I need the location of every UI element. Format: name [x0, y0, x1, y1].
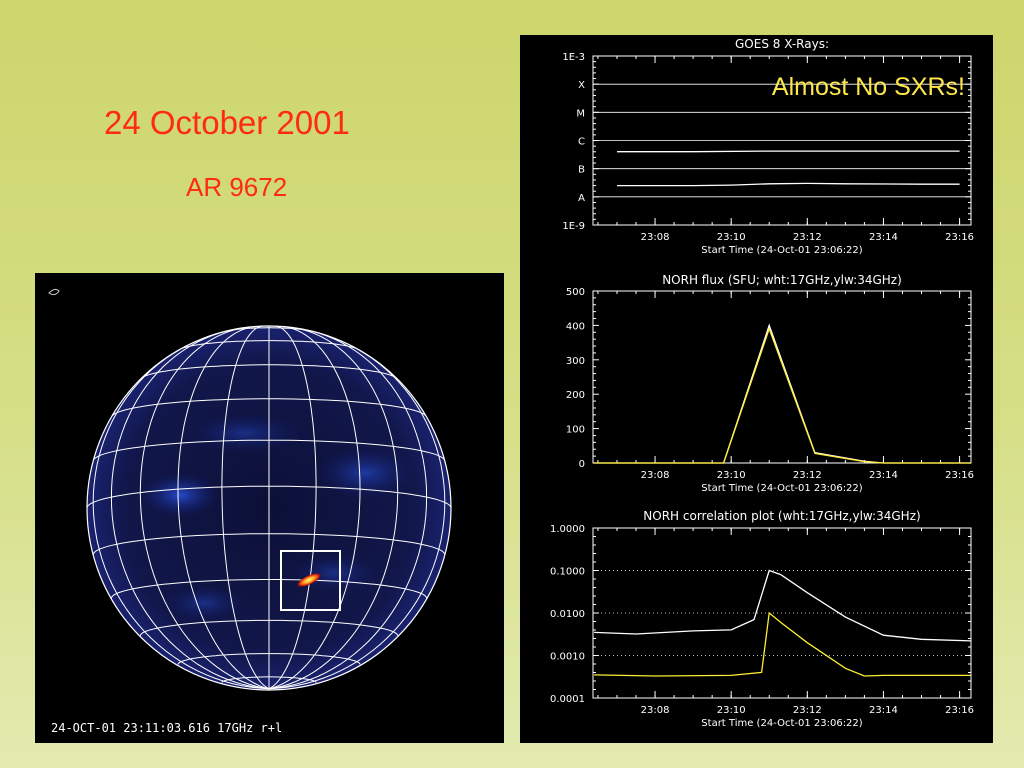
chart-2: NORH flux (SFU; wht:17GHz,ylw:34GHz) 0 100… [566, 273, 974, 494]
parallel-line [221, 676, 317, 683]
x-tick-label: 23:12 [793, 470, 822, 481]
meridian-line [268, 330, 428, 690]
meridian-line [268, 326, 361, 690]
x-axis-label: Start Time (24-Oct-01 23:06:22) [701, 483, 862, 494]
series-line [594, 611, 971, 677]
parallel-line [110, 579, 428, 599]
y-tick-label: 0.0001 [550, 694, 585, 705]
light-curves-svg: GOES 8 X-Rays: 1E-3 X M C B A 1E-9 23:08 23:10 23:… [550, 37, 974, 729]
y-tick-label: 1E-3 [562, 52, 585, 63]
parallel-line [87, 485, 451, 509]
heliographic-grid [87, 326, 451, 690]
sun-map [48, 288, 452, 691]
meridian-line [268, 327, 399, 690]
parallel-line [111, 398, 427, 417]
y-tick-label: M [576, 108, 585, 119]
chart-title: GOES 8 X-Rays: [735, 37, 829, 51]
y-tick-label: 500 [566, 287, 585, 298]
y-tick-label: 200 [566, 390, 585, 401]
parallel-line [139, 619, 399, 636]
x-tick-label: 23:12 [793, 705, 822, 716]
slide-title: 24 October 2001 [104, 104, 350, 141]
meridian-line [139, 327, 270, 690]
x-tick-label: 23:14 [869, 232, 898, 243]
parallel-line [141, 364, 397, 379]
flare-source [296, 572, 322, 588]
y-tick-label: 0.0010 [550, 652, 585, 663]
image-caption: 24-OCT-01 23:11:03.616 17GHz r+l [51, 721, 283, 735]
meridian-line [110, 330, 270, 690]
meridian-line [268, 326, 317, 690]
series-line [594, 323, 971, 464]
x-tick-label: 23:10 [717, 232, 746, 243]
x-tick-label: 23:14 [869, 705, 898, 716]
parallel-line [92, 533, 446, 555]
parallel-line [92, 439, 446, 461]
x-axis-label: Start Time (24-Oct-01 23:06:22) [701, 245, 862, 256]
x-tick-label: 23:08 [641, 470, 670, 481]
chart-3: NORH correlation plot (wht:17GHz,ylw:34G… [550, 509, 974, 729]
chart-1: GOES 8 X-Rays: 1E-3 X M C B A 1E-9 23:08 23:10 23:… [562, 37, 974, 256]
x-tick-label: 23:08 [641, 705, 670, 716]
chart-title: NORH flux (SFU; wht:17GHz,ylw:34GHz) [662, 273, 902, 287]
region-box [280, 550, 341, 611]
meridian-line [92, 343, 270, 690]
x-tick-label: 23:16 [945, 470, 974, 481]
chart-title: NORH correlation plot (wht:17GHz,ylw:34G… [643, 509, 920, 523]
meridian-line [268, 343, 446, 690]
y-tick-label: 0.1000 [550, 567, 585, 578]
plot-frame [592, 290, 972, 464]
slide-subtitle: AR 9672 [186, 172, 288, 202]
y-tick-label: C [578, 137, 585, 148]
y-tick-label: 1E-9 [562, 221, 585, 232]
parallel-line [180, 340, 358, 350]
x-axis-label: Start Time (24-Oct-01 23:06:22) [701, 718, 862, 729]
x-tick-label: 23:16 [945, 232, 974, 243]
y-tick-label: B [578, 165, 585, 176]
x-tick-label: 23:16 [945, 705, 974, 716]
y-tick-label: A [578, 193, 585, 204]
y-tick-label: 0 [579, 459, 585, 470]
meridian-line [221, 326, 270, 690]
x-tick-label: 23:14 [869, 470, 898, 481]
x-tick-label: 23:08 [641, 232, 670, 243]
logo-mark [48, 288, 60, 296]
y-tick-label: 100 [566, 425, 585, 436]
x-tick-label: 23:12 [793, 232, 822, 243]
series-line [594, 326, 971, 464]
series-line [617, 182, 960, 187]
series-line [594, 569, 972, 642]
solar-radio-image: 24-OCT-01 23:11:03.616 17GHz r+l [35, 273, 504, 743]
y-tick-label: 1.0000 [550, 524, 585, 535]
parallel-line [177, 653, 361, 665]
x-tick-label: 23:10 [717, 705, 746, 716]
y-tick-label: 0.0100 [550, 609, 585, 620]
series-line [617, 150, 960, 153]
x-tick-label: 23:10 [717, 470, 746, 481]
light-curves-panel: GOES 8 X-Rays: 1E-3 X M C B A 1E-9 23:08 23:10 23:… [520, 35, 993, 743]
y-tick-label: X [578, 80, 585, 91]
y-tick-label: 300 [566, 356, 585, 367]
meridian-line [177, 326, 270, 690]
annotation-text: Almost No SXRs! [771, 73, 965, 101]
y-tick-label: 400 [566, 321, 585, 332]
